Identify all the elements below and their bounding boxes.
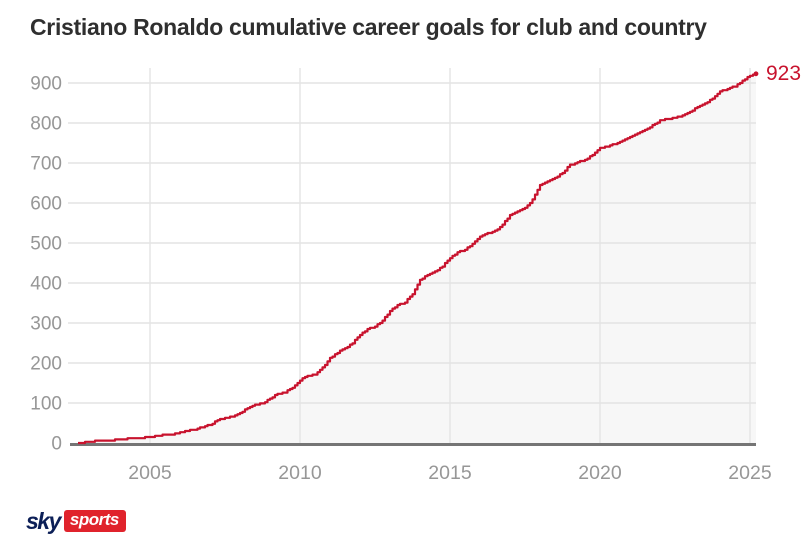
x-tick-label: 2010 <box>278 462 322 484</box>
y-tick-label: 600 <box>30 194 62 215</box>
y-tick-label: 200 <box>30 354 62 375</box>
sky-wordmark: sky <box>26 508 61 534</box>
y-tick-label: 700 <box>30 154 62 175</box>
y-tick-label: 100 <box>30 394 62 415</box>
y-tick-label: 500 <box>30 234 62 255</box>
chart-title: Cristiano Ronaldo cumulative career goal… <box>30 14 707 40</box>
goals-area-fill <box>78 73 756 445</box>
y-tick-label: 800 <box>30 114 62 135</box>
sky-sports-logo: sky sports <box>26 508 126 534</box>
line-end-marker <box>753 71 759 77</box>
final-value-label: 923 <box>766 62 801 85</box>
y-tick-label: 400 <box>30 274 62 295</box>
x-tick-label: 2015 <box>428 462 472 484</box>
sports-wordmark-badge: sports <box>63 510 126 532</box>
x-tick-label: 2005 <box>128 462 172 484</box>
goals-line <box>78 73 758 445</box>
y-tick-label: 0 <box>51 434 62 455</box>
y-tick-label: 300 <box>30 314 62 335</box>
goals-cumulative-line-chart: 0 100 200 300 400 500 600 700 800 900 2005 2010 2015… <box>30 62 801 484</box>
x-tick-label: 2025 <box>728 462 772 484</box>
x-tick-label: 2020 <box>578 462 622 484</box>
y-tick-label: 900 <box>30 74 62 95</box>
